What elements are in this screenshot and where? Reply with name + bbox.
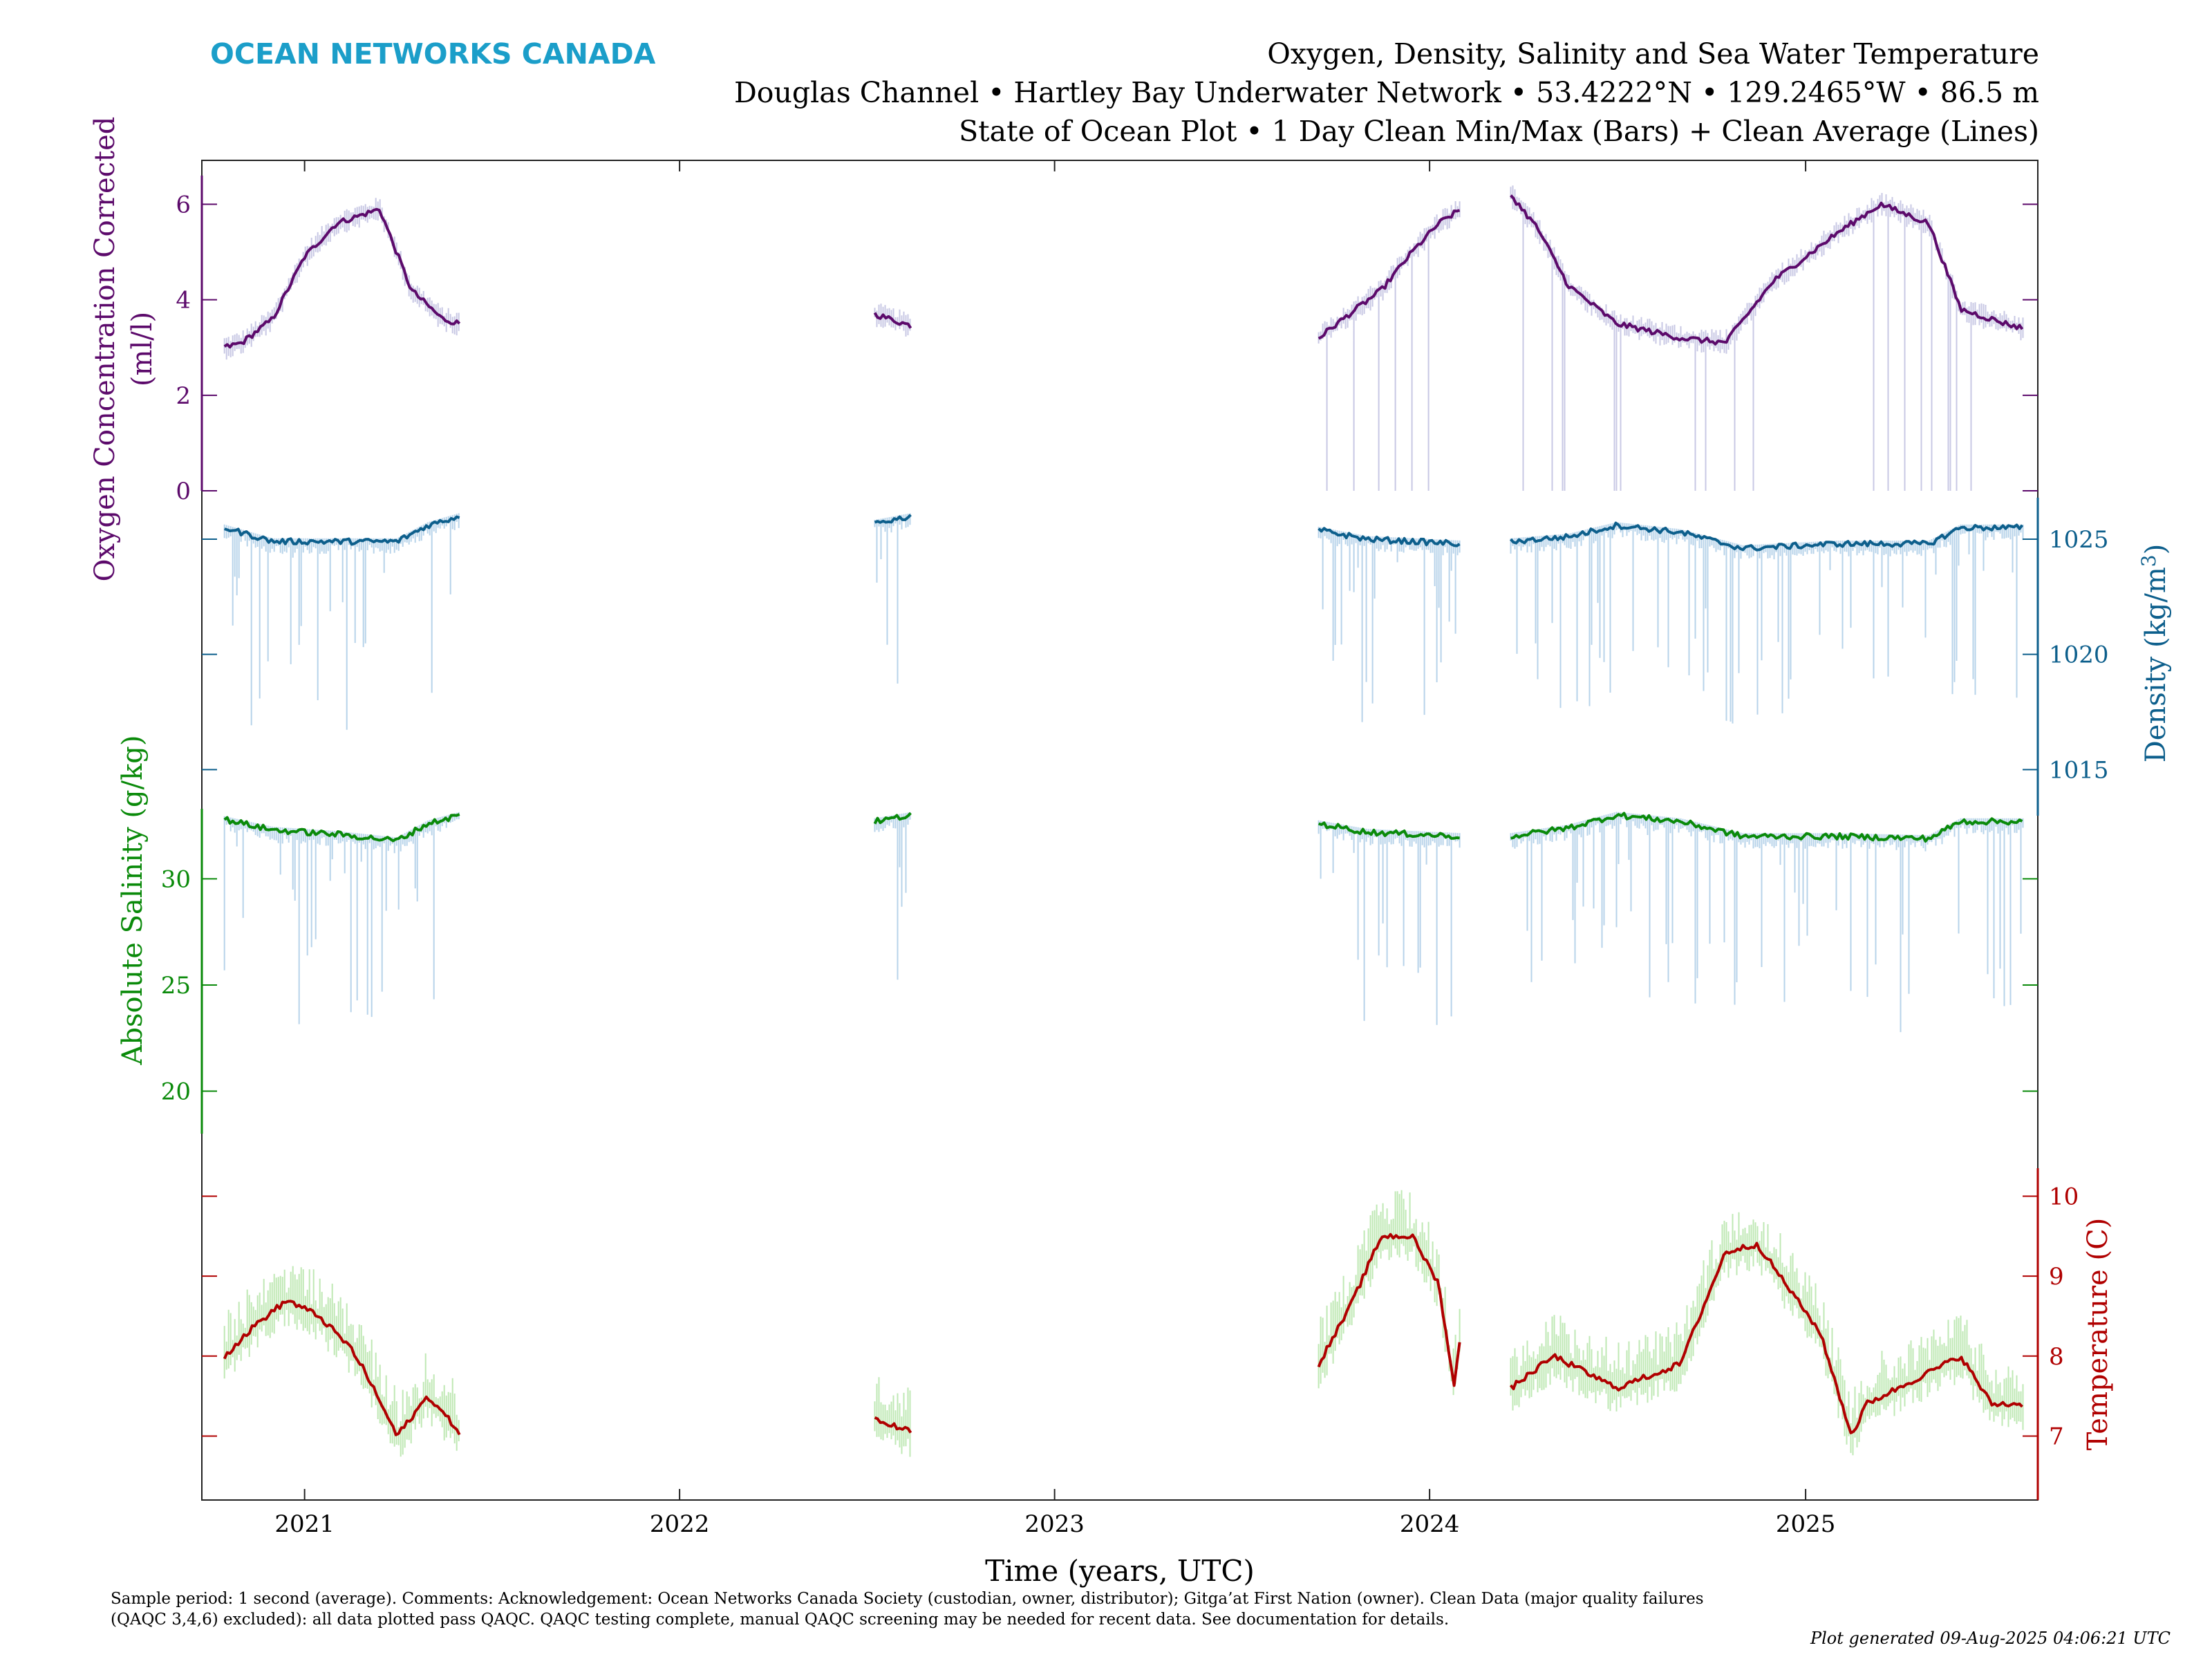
temperature-series-line bbox=[1509, 1241, 2023, 1434]
salinity-tick-label: 20 bbox=[161, 1078, 191, 1106]
salinity-series-line bbox=[1510, 812, 2023, 843]
footer-comment: Sample period: 1 second (average). Comme… bbox=[111, 1590, 1704, 1629]
salinity-range-segment bbox=[1510, 812, 2024, 1033]
x-axis: 2021 2022 2023 2024 2025 bbox=[274, 1510, 1835, 1538]
density-series-line bbox=[1318, 527, 1461, 547]
oxygen-axis-label: Oxygen Concentration Corrected (ml/l) bbox=[89, 117, 158, 582]
density-range-segment bbox=[223, 513, 460, 730]
density-tick-label: 1025 bbox=[2049, 526, 2109, 554]
x-tick-label: 2025 bbox=[1776, 1510, 1836, 1538]
salinity-tick-label: 30 bbox=[161, 865, 191, 893]
salinity-series-line bbox=[1318, 821, 1460, 840]
plot-generated-timestamp: Plot generated 09-Aug-2025 04:06:21 UTC bbox=[1810, 1629, 2171, 1648]
oxygen-series-line bbox=[873, 312, 912, 329]
temperature-tick-label: 7 bbox=[2049, 1423, 2064, 1450]
density-series-line bbox=[1510, 521, 2024, 552]
temperature-series-line bbox=[874, 1416, 912, 1434]
brand-logo: OCEAN NETWORKS CANADA bbox=[210, 37, 656, 71]
salinity-series-line bbox=[223, 813, 460, 843]
oxygen-series-line bbox=[223, 207, 461, 349]
average-series-lines bbox=[223, 194, 2024, 1436]
salinity-range-segment bbox=[223, 812, 460, 1024]
salinity-range-segment bbox=[874, 812, 911, 980]
oxygen-tick-label: 0 bbox=[176, 478, 191, 505]
oxygen-tick-label: 4 bbox=[176, 287, 191, 315]
oxygen-series-line bbox=[1510, 194, 2024, 346]
density-unit-superscript: 3 bbox=[2137, 554, 2160, 567]
oxygen-axis-label-line1: Oxygen Concentration Corrected bbox=[89, 117, 121, 582]
x-tick-label: 2023 bbox=[1024, 1510, 1085, 1538]
temperature-series-line bbox=[1317, 1232, 1461, 1387]
oxygen-tick-label: 2 bbox=[176, 382, 191, 410]
salinity-tick-label: 25 bbox=[161, 972, 191, 1000]
y-axes: 0 2 4 6 1015 1020 1025 20 25 30 7 8 9 10 bbox=[161, 176, 2109, 1500]
oxygen-axis-label-line2: (ml/l) bbox=[126, 312, 158, 386]
density-tick-label: 1020 bbox=[2049, 641, 2109, 669]
x-gridline-ticks bbox=[303, 160, 1807, 1500]
plot-frame bbox=[201, 160, 2038, 1501]
x-axis-label: Time (years, UTC) bbox=[985, 1554, 1255, 1588]
density-series-line bbox=[224, 515, 460, 546]
salinity-series-line bbox=[873, 812, 912, 825]
salinity-range-segment bbox=[1318, 820, 1461, 1025]
chart-subtitle-method: State of Ocean Plot • 1 Day Clean Min/Ma… bbox=[959, 115, 2039, 148]
minmax-range-bars bbox=[223, 185, 2024, 1457]
density-series-line bbox=[874, 514, 912, 524]
oxygen-range-segment bbox=[1318, 201, 1461, 491]
x-tick-label: 2022 bbox=[650, 1510, 710, 1538]
density-range-segment bbox=[1318, 527, 1461, 722]
temperature-series-line bbox=[223, 1300, 461, 1436]
density-range-segment bbox=[1510, 522, 2024, 724]
density-range-segment bbox=[874, 513, 911, 684]
temperature-range-segment bbox=[1510, 1212, 2024, 1456]
oxygen-series-line bbox=[1318, 209, 1461, 340]
chart-title: Oxygen, Density, Salinity and Sea Water … bbox=[1267, 37, 2039, 71]
chart-subtitle-location: Douglas Channel • Hartley Bay Underwater… bbox=[734, 76, 2039, 109]
temperature-range-segment bbox=[1318, 1190, 1461, 1396]
salinity-axis-label: Absolute Salinity (g/kg) bbox=[117, 735, 149, 1065]
temperature-range-segment bbox=[874, 1377, 911, 1457]
x-tick-label: 2024 bbox=[1400, 1510, 1460, 1538]
density-tick-label: 1015 bbox=[2049, 756, 2109, 784]
temperature-tick-label: 9 bbox=[2049, 1263, 2064, 1291]
x-tick-label: 2021 bbox=[274, 1510, 335, 1538]
temperature-range-segment bbox=[223, 1266, 460, 1457]
oxygen-tick-label: 6 bbox=[176, 191, 191, 218]
temperature-axis-label: Temperature (C) bbox=[2082, 1218, 2114, 1451]
density-unit-close: ) bbox=[2140, 544, 2172, 555]
temperature-tick-label: 8 bbox=[2049, 1343, 2064, 1371]
oxygen-range-segment bbox=[1510, 185, 2024, 491]
density-axis-label: Density (kg/m3) bbox=[2137, 544, 2172, 763]
temperature-tick-label: 10 bbox=[2049, 1183, 2079, 1210]
